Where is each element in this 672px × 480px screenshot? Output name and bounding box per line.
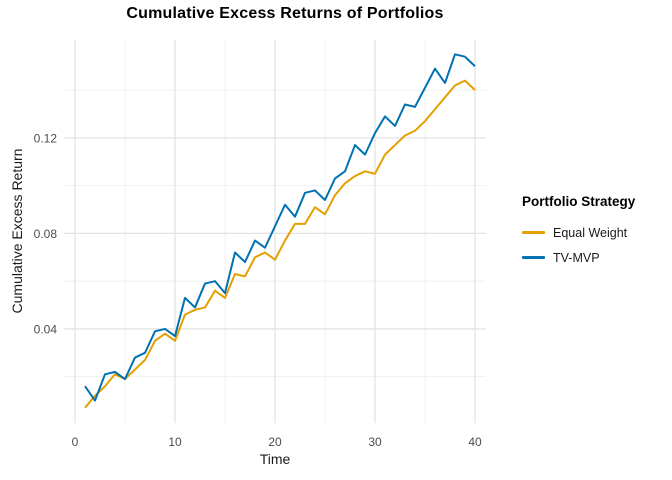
y-tick-label: 0.08 bbox=[34, 227, 58, 241]
x-tick-label: 40 bbox=[468, 435, 482, 449]
x-axis-title: Time bbox=[259, 451, 291, 467]
tv-mvp-key-line-icon bbox=[522, 256, 545, 259]
y-tick-label: 0.04 bbox=[34, 322, 58, 336]
legend-entry-tv-mvp: TV-MVP bbox=[522, 245, 635, 270]
x-tick-label: 30 bbox=[368, 435, 382, 449]
y-axis-title: Cumulative Excess Return bbox=[9, 148, 25, 314]
legend: Portfolio Strategy Equal Weight TV-MVP bbox=[522, 194, 635, 270]
equal-weight-key-line-icon bbox=[522, 231, 545, 234]
series-line-equal-weight bbox=[84, 79, 476, 409]
legend-title: Portfolio Strategy bbox=[522, 194, 636, 209]
legend-label-equal-weight: Equal Weight bbox=[553, 225, 628, 240]
legend-entry-equal-weight: Equal Weight bbox=[522, 220, 635, 245]
x-tick-label: 20 bbox=[268, 435, 282, 449]
series-line-tv-mvp bbox=[84, 53, 476, 402]
legend-label-tv-mvp: TV-MVP bbox=[553, 250, 600, 265]
x-tick-label: 10 bbox=[168, 435, 182, 449]
y-tick-label: 0.12 bbox=[34, 131, 58, 145]
chart-title: Cumulative Excess Returns of Portfolios bbox=[126, 5, 444, 22]
x-tick-label: 0 bbox=[72, 435, 79, 449]
